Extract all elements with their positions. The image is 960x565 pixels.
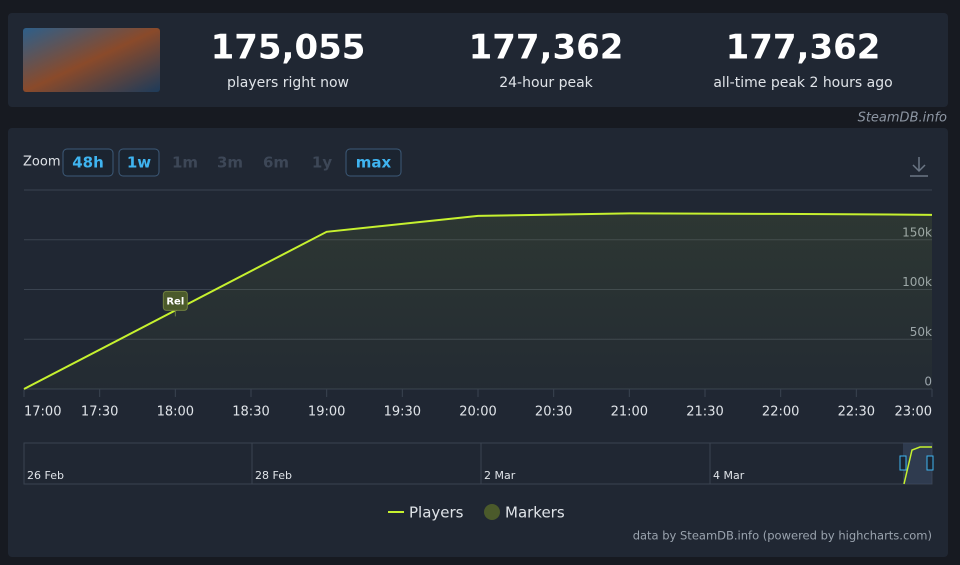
stat-value: 177,362: [469, 28, 624, 68]
legend-label[interactable]: Players: [409, 504, 464, 522]
zoom-label: Zoom: [23, 155, 60, 170]
legend-marker: [484, 504, 500, 520]
line: [23, 212, 933, 390]
x-tick-label: 20:00: [459, 405, 496, 420]
x-tick-label: 18:30: [232, 405, 269, 420]
navigator-line: [903, 446, 932, 485]
marker-flag[interactable]: [162, 290, 188, 311]
x-tick-label: 21:00: [611, 405, 648, 420]
stat-label: all-time peak 2 hours ago: [713, 75, 892, 91]
zoom-button-text: 3m: [217, 154, 243, 172]
x-tick-label: 20:30: [535, 405, 572, 420]
zoom-button[interactable]: [62, 148, 114, 177]
zoom-button-text[interactable]: 1w: [127, 154, 151, 172]
x-tick-label: 17:00: [24, 405, 61, 420]
area: [24, 213, 932, 389]
navigator-label: 4 Mar: [713, 469, 745, 482]
zoom-button[interactable]: [118, 148, 160, 177]
navigator-handle[interactable]: [926, 455, 934, 471]
x-tick-label: 22:30: [838, 405, 875, 420]
x-tick-label: 19:30: [384, 405, 421, 420]
zoom-button-text: 1m: [172, 154, 198, 172]
source: SteamDB.info: [858, 111, 947, 126]
x-tick-label: 19:00: [308, 405, 345, 420]
game-image: [23, 28, 160, 92]
credits: data by SteamDB.info (powered by highcha…: [633, 529, 932, 543]
stat-label: players right now: [227, 75, 349, 91]
stat-value: 177,362: [726, 28, 881, 68]
stat-value: 175,055: [211, 28, 366, 68]
x-tick-label: 23:00: [895, 405, 932, 420]
navigator-label: 28 Feb: [255, 469, 292, 482]
x-tick-label: 18:00: [157, 405, 194, 420]
zoom-button-text: 6m: [263, 154, 289, 172]
marker-text[interactable]: Rel: [166, 296, 184, 307]
zoom-button-text: 1y: [312, 154, 332, 172]
zoom-button-text[interactable]: max: [356, 154, 392, 172]
legend-label[interactable]: Markers: [505, 504, 565, 522]
x-tick-label: 22:00: [762, 405, 799, 420]
navigator-handle[interactable]: [899, 455, 907, 471]
navigator-label: 26 Feb: [27, 469, 64, 482]
zoom-button-text[interactable]: 48h: [72, 154, 104, 172]
x-tick-label: 17:30: [81, 405, 118, 420]
x-tick-label: 21:30: [686, 405, 723, 420]
stats-panel: [8, 13, 948, 107]
navigator-label: 2 Mar: [484, 469, 516, 482]
stat-label: 24-hour peak: [499, 75, 593, 91]
download-icon[interactable]: [910, 157, 928, 177]
zoom-button[interactable]: [345, 148, 402, 177]
